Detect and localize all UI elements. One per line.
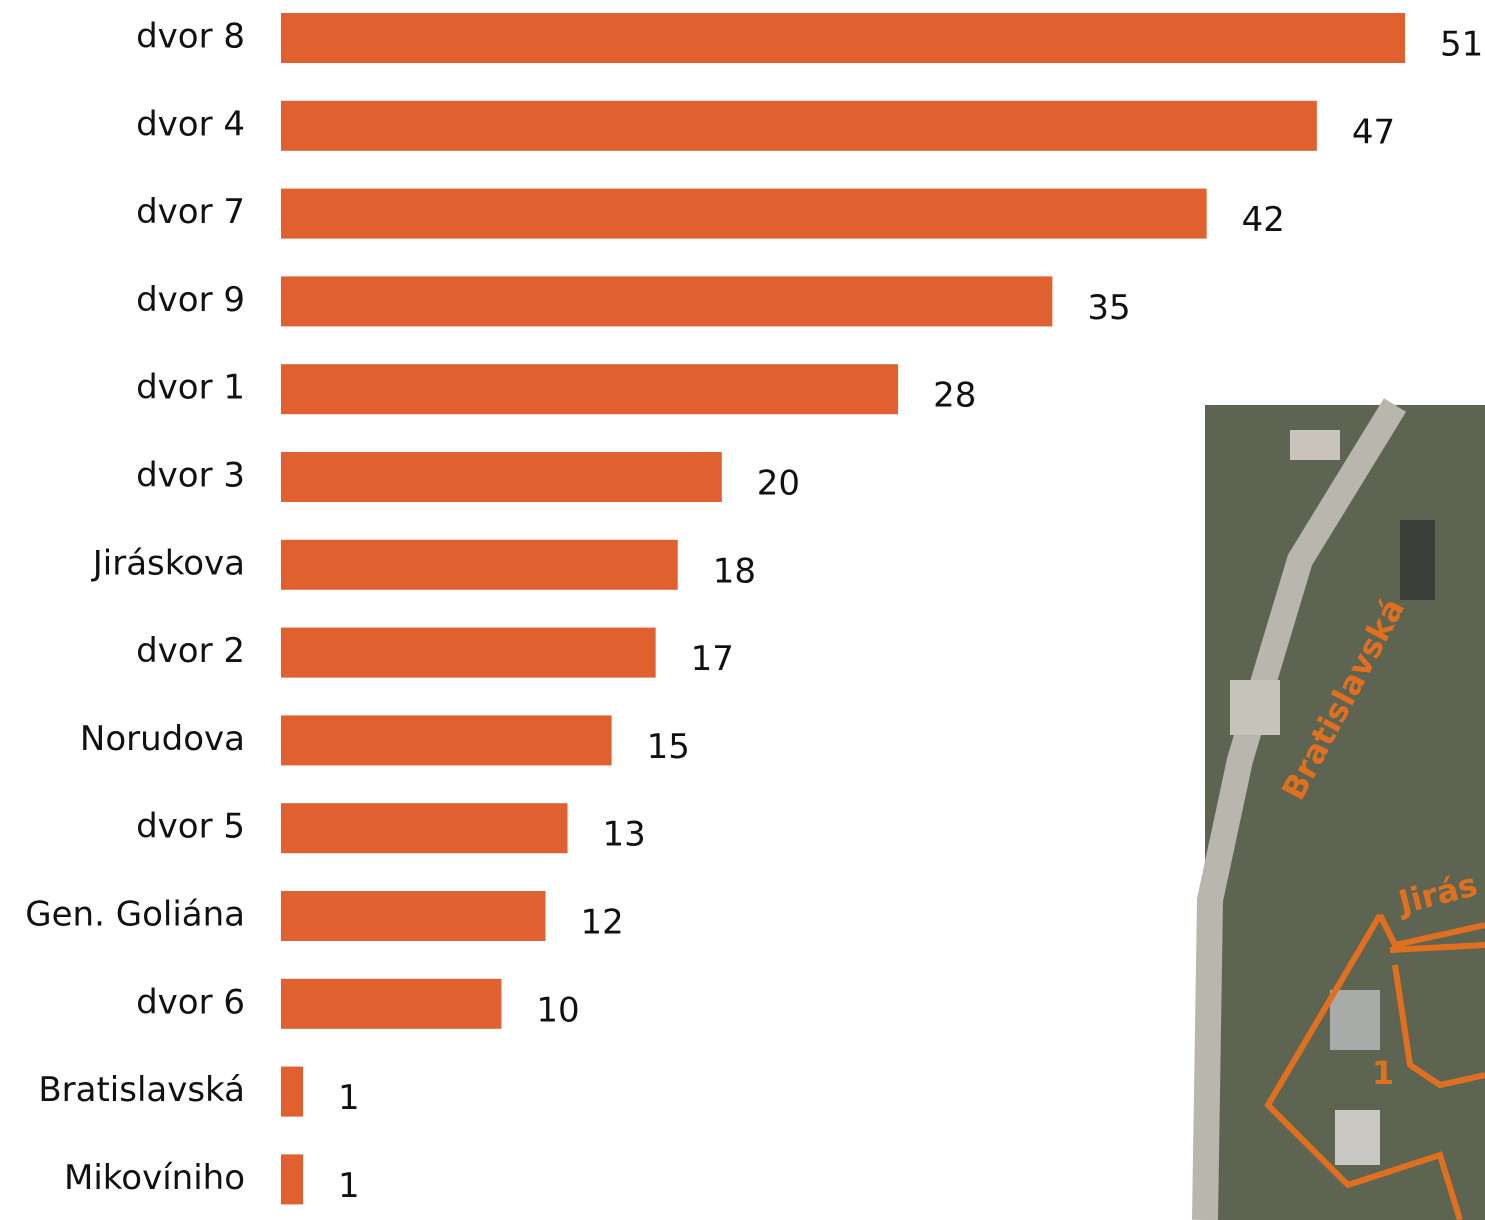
- category-label: dvor 5: [136, 807, 245, 847]
- category-label: Mikovíniho: [64, 1158, 245, 1198]
- map-building: [1335, 1110, 1380, 1165]
- map-label: 1: [1372, 1054, 1394, 1092]
- value-label: 15: [647, 727, 690, 767]
- value-label: 42: [1242, 200, 1285, 240]
- bar: [281, 276, 1052, 326]
- category-label: dvor 4: [136, 104, 245, 144]
- value-label: 10: [536, 990, 579, 1030]
- value-label: 47: [1352, 112, 1395, 152]
- value-label: 17: [691, 639, 734, 679]
- chart: Bratislavská Jirás 1 dvor 8 51 dvor 4 47 dvo…: [0, 0, 1485, 1220]
- bar: [281, 13, 1405, 63]
- category-label: Jiráskova: [91, 543, 245, 583]
- map-building: [1330, 990, 1380, 1050]
- value-label: 13: [603, 815, 646, 855]
- bar: [281, 1067, 303, 1117]
- bar: [281, 803, 568, 853]
- value-label: 35: [1087, 288, 1130, 328]
- category-label: dvor 7: [136, 192, 245, 232]
- bar: [281, 628, 656, 678]
- category-label: dvor 6: [136, 982, 245, 1022]
- bar: [281, 452, 722, 502]
- bar: [281, 364, 898, 414]
- bar: [281, 189, 1207, 239]
- bar: [281, 979, 501, 1029]
- value-label: 51: [1440, 25, 1483, 65]
- map-building: [1230, 680, 1280, 735]
- bar: [281, 891, 545, 941]
- map-building: [1290, 430, 1340, 460]
- category-label: dvor 8: [136, 17, 245, 57]
- bar: [281, 1154, 303, 1204]
- value-label: 1: [338, 1078, 360, 1118]
- category-label: dvor 1: [136, 368, 245, 408]
- bar: [281, 715, 612, 765]
- category-label: Bratislavská: [38, 1070, 245, 1110]
- map-background: [1205, 405, 1485, 1220]
- category-label: Norudova: [80, 719, 245, 759]
- category-label: dvor 3: [136, 456, 245, 496]
- bar: [281, 540, 678, 590]
- category-label: Gen. Goliána: [25, 895, 245, 935]
- value-label: 20: [757, 464, 800, 504]
- bar: [281, 101, 1317, 151]
- map-building: [1400, 520, 1435, 600]
- value-label: 28: [933, 376, 976, 416]
- value-label: 1: [338, 1166, 360, 1206]
- category-label: dvor 9: [136, 280, 245, 320]
- category-label: dvor 2: [136, 631, 245, 671]
- value-label: 18: [713, 551, 756, 591]
- map: Bratislavská Jirás 1: [1205, 405, 1485, 1220]
- value-label: 12: [580, 903, 623, 943]
